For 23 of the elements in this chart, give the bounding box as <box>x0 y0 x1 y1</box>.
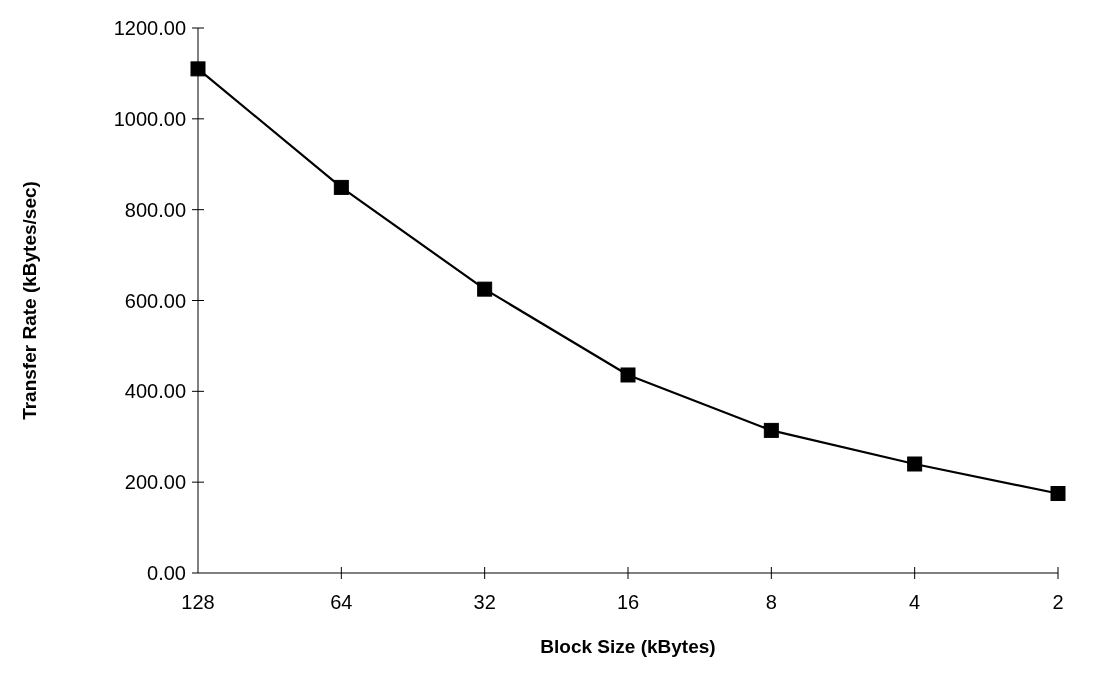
y-axis-title: Transfer Rate (kBytes/sec) <box>19 181 40 420</box>
x-tick-label: 32 <box>473 591 496 613</box>
x-axis-title: Block Size (kBytes) <box>540 636 716 657</box>
x-tick-label: 16 <box>616 591 640 613</box>
x-tick-label: 2 <box>1052 591 1064 613</box>
x-tick-label: 128 <box>181 591 215 613</box>
x-tick-label: 4 <box>909 591 921 613</box>
point <box>190 61 206 77</box>
x-tick-label: 64 <box>330 591 353 613</box>
y-tick-label: 0.00 <box>147 562 186 584</box>
point <box>477 281 493 297</box>
x-tick-label: 8 <box>765 591 777 613</box>
point <box>907 456 923 472</box>
y-tick-label: 1000.00 <box>113 107 186 130</box>
y-tick-label: 800.00 <box>124 198 186 221</box>
point <box>333 179 349 195</box>
y-tick-label: 400.00 <box>124 380 186 403</box>
point <box>620 367 636 383</box>
point <box>763 422 779 438</box>
y-tick-label: 1200.00 <box>113 17 186 39</box>
point <box>1050 486 1066 502</box>
y-tick-label: 200.00 <box>124 471 186 494</box>
y-tick-label: 600.00 <box>124 289 186 312</box>
